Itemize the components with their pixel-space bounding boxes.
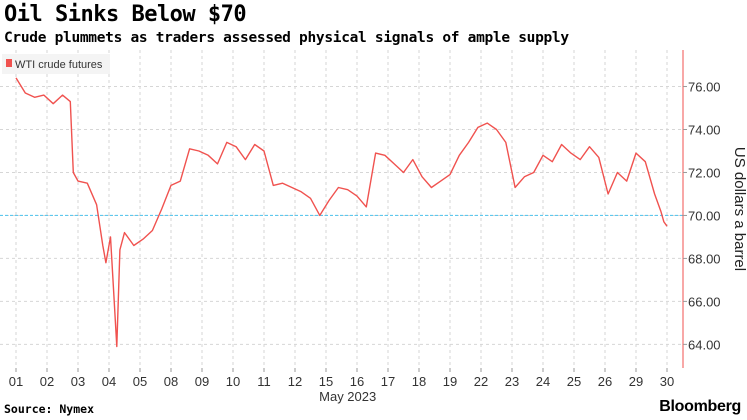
x-tick-label: 08 xyxy=(164,374,178,389)
x-tick-label: 05 xyxy=(133,374,147,389)
x-tick-label: 17 xyxy=(381,374,395,389)
y-tick-label: 74.00 xyxy=(688,123,721,138)
legend-label: WTI crude futures xyxy=(15,59,103,71)
x-tick-label: 09 xyxy=(195,374,209,389)
x-tick-label: 03 xyxy=(71,374,85,389)
y-tick-label: 66.00 xyxy=(688,294,721,309)
chart-subtitle: Crude plummets as traders assessed physi… xyxy=(4,30,569,46)
x-axis-ticks: 01 02 03 04 05 08 09 10 11 12 15 16 17 18 19 22 23 24 25 26… xyxy=(9,368,674,389)
source-note: Source: Nymex xyxy=(4,402,95,416)
y-axis-ticks: 64.00 66.00 68.00 70.00 72.00 74.00 76.00 xyxy=(683,80,721,352)
x-tick-label: 10 xyxy=(226,374,240,389)
x-axis-month-label: May 2023 xyxy=(319,389,376,404)
y-tick-label: 72.00 xyxy=(688,165,721,180)
legend-swatch xyxy=(6,59,12,67)
x-tick-label: 15 xyxy=(319,374,333,389)
x-tick-label: 30 xyxy=(660,374,674,389)
x-tick-label: 02 xyxy=(40,374,54,389)
y-tick-label: 76.00 xyxy=(688,80,721,95)
chart-title: Oil Sinks Below $70 xyxy=(4,2,247,27)
y-tick-label: 68.00 xyxy=(688,251,721,266)
x-tick-label: 01 xyxy=(9,374,23,389)
brand-logo: Bloomberg xyxy=(659,398,741,415)
legend-box xyxy=(2,54,110,74)
x-tick-label: 19 xyxy=(443,374,457,389)
x-tick-label: 16 xyxy=(350,374,364,389)
x-tick-label: 22 xyxy=(474,374,488,389)
x-tick-label: 25 xyxy=(567,374,581,389)
gridlines xyxy=(0,50,683,368)
x-tick-label: 18 xyxy=(412,374,426,389)
series-line-wti-crude-futures xyxy=(15,77,668,348)
x-tick-label: 26 xyxy=(598,374,612,389)
x-tick-label: 23 xyxy=(505,374,519,389)
legend: WTI crude futures xyxy=(2,54,110,74)
y-tick-label: 64.00 xyxy=(688,337,721,352)
x-tick-label: 24 xyxy=(536,374,550,389)
y-axis-title: US dollars a barrel xyxy=(731,147,747,271)
x-tick-label: 12 xyxy=(288,374,302,389)
x-tick-label: 29 xyxy=(629,374,643,389)
y-tick-label: 70.00 xyxy=(688,208,721,223)
x-tick-label: 11 xyxy=(257,374,271,389)
series-group xyxy=(15,77,668,348)
x-tick-label: 04 xyxy=(102,374,116,389)
